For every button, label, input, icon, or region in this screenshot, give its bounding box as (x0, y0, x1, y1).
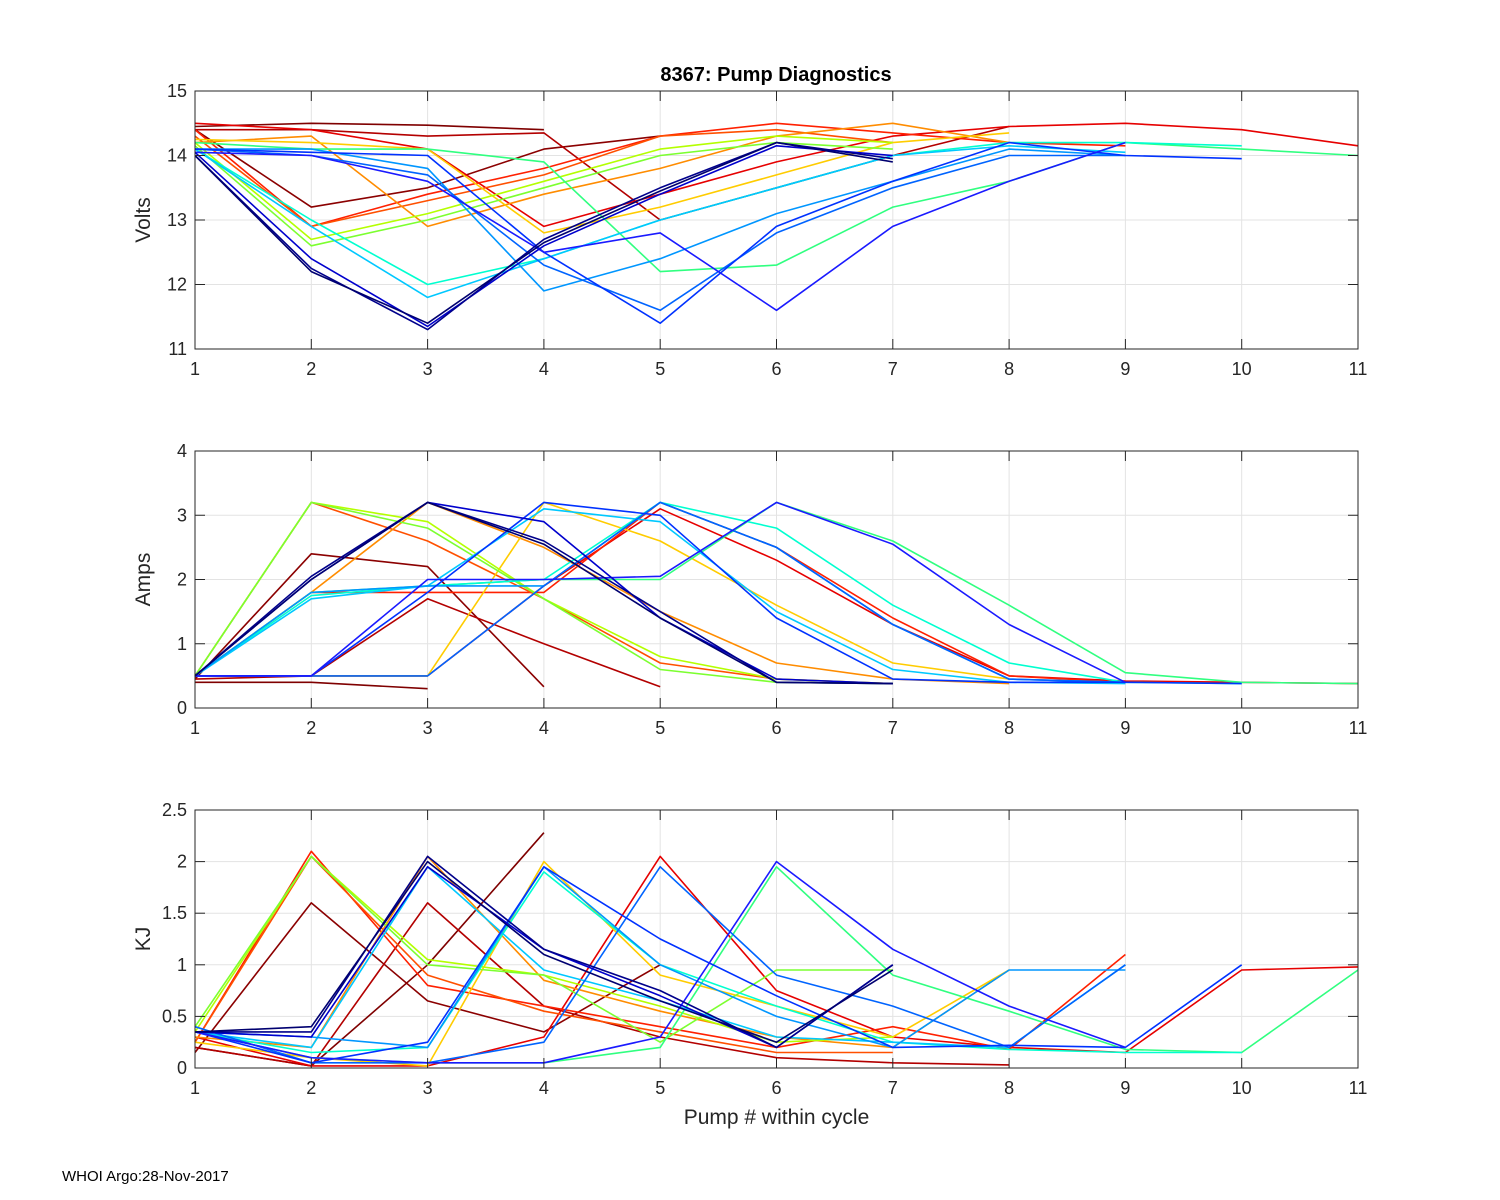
amps-series-line-cycle-17 (195, 501, 1126, 684)
kj-x-tick-label: 2 (306, 1078, 316, 1098)
kj-series-line-cycle-15 (194, 865, 1126, 1064)
kj-x-tick-label: 9 (1120, 1078, 1130, 1098)
kj-y-tick-label: 1 (177, 955, 187, 975)
amps-x-tick-label: 5 (655, 718, 665, 738)
amps-y-tick-label: 3 (177, 505, 187, 525)
volts-y-tick-label: 15 (167, 81, 187, 101)
footer-credit: WHOI Argo:28-Nov-2017 (62, 1168, 229, 1185)
volts-series-line-cycle-01 (194, 122, 544, 131)
kj-series-line-cycle-16 (194, 865, 1243, 1064)
kj-x-tick-label: 6 (771, 1078, 781, 1098)
amps-series-group (194, 501, 1359, 690)
kj-x-tick-label: 1 (190, 1078, 200, 1098)
kj-x-tick-label: 11 (1349, 1078, 1368, 1098)
volts-x-tick-label: 3 (423, 359, 433, 379)
kj-series-line-cycle-04 (194, 855, 1359, 1067)
amps-series-line-cycle-02 (194, 552, 545, 688)
volts-x-tick-label: 6 (771, 359, 781, 379)
kj-series-line-cycle-20 (194, 860, 894, 1043)
amps-y-axis-label: Amps (132, 553, 155, 607)
volts-y-tick-label: 12 (167, 275, 187, 295)
kj-axes: 1 2 3 4 5 6 7 8 9 10 11 0 0.5 1 1.5 2 2.5 KJ Pump # within… (132, 800, 1367, 1129)
figure-title: 8367: Pump Diagnostics (660, 64, 891, 86)
volts-x-tick-label: 1 (190, 359, 200, 379)
volts-series-line-cycle-07 (194, 122, 1010, 228)
amps-series-line-cycle-20 (194, 501, 893, 685)
amps-x-tick-label: 7 (888, 718, 898, 738)
volts-x-tick-label: 10 (1232, 359, 1252, 379)
volts-x-tick-label: 7 (888, 359, 898, 379)
amps-grid (194, 450, 1359, 709)
volts-series-line-cycle-14 (195, 148, 1126, 292)
volts-x-tick-label: 2 (306, 359, 316, 379)
kj-x-tick-label: 3 (423, 1078, 433, 1098)
volts-y-axis-label: Volts (132, 197, 155, 243)
amps-y-tick-label: 1 (177, 634, 187, 654)
amps-x-tick-label: 3 (423, 718, 433, 738)
volts-x-tick-label: 4 (539, 359, 549, 379)
amps-series-line-cycle-15 (195, 501, 1126, 684)
kj-y-tick-label: 1.5 (162, 903, 187, 923)
amps-y-tick-label: 4 (177, 441, 187, 461)
kj-x-tick-label: 8 (1004, 1078, 1014, 1098)
volts-x-tick-label: 5 (655, 359, 665, 379)
kj-series-line-cycle-19 (195, 855, 894, 1049)
amps-series-line-cycle-12 (194, 501, 1242, 685)
kj-series-line-cycle-02 (194, 902, 661, 1053)
amps-x-tick-label: 6 (771, 718, 781, 738)
kj-y-tick-label: 0 (177, 1058, 187, 1078)
amps-x-tick-label: 4 (539, 718, 549, 738)
kj-grid (194, 809, 1359, 1069)
volts-series-line-cycle-11 (194, 141, 1359, 273)
kj-series-line-cycle-12 (194, 871, 1242, 1054)
amps-series-line-cycle-08 (195, 501, 1010, 680)
amps-x-tick-label: 2 (306, 718, 316, 738)
amps-y-tick-label: 0 (177, 698, 187, 718)
volts-series-line-cycle-18 (194, 145, 893, 328)
kj-x-tick-label: 7 (888, 1078, 898, 1098)
kj-series-line-cycle-08 (194, 860, 1010, 1067)
kj-x-tick-label: 4 (539, 1078, 549, 1098)
kj-series-line-cycle-14 (194, 865, 1126, 1049)
volts-y-tick-label: 14 (167, 146, 187, 166)
volts-y-tick-label: 13 (167, 210, 187, 230)
volts-y-tick-label: 11 (168, 339, 187, 359)
volts-x-tick-label: 9 (1120, 359, 1130, 379)
amps-series-line-cycle-13 (194, 507, 1126, 685)
kj-x-axis-label: Pump # within cycle (684, 1106, 870, 1129)
kj-x-tick-label: 10 (1232, 1078, 1252, 1098)
amps-series-line-cycle-03 (194, 597, 661, 688)
volts-series-line-cycle-20 (194, 141, 893, 325)
kj-x-tick-label: 5 (655, 1078, 665, 1098)
amps-x-tick-label: 8 (1004, 718, 1014, 738)
kj-series-line-cycle-07 (194, 855, 1010, 1049)
amps-x-tick-label: 9 (1120, 718, 1130, 738)
amps-x-tick-label: 1 (190, 718, 200, 738)
volts-series-line-cycle-09 (194, 135, 893, 241)
volts-series-group (194, 122, 1359, 331)
amps-x-tick-label: 10 (1232, 718, 1252, 738)
kj-y-tick-label: 2 (177, 852, 187, 872)
volts-x-tick-label: 8 (1004, 359, 1014, 379)
amps-x-tick-label: 11 (1349, 718, 1368, 738)
amps-series-line-cycle-01 (195, 681, 428, 690)
volts-series-line-cycle-17 (194, 141, 1126, 312)
volts-x-tick-label: 11 (1349, 359, 1368, 379)
volts-series-line-cycle-16 (194, 141, 1242, 325)
kj-series-line-cycle-10 (194, 855, 893, 1043)
amps-y-tick-label: 2 (177, 570, 187, 590)
volts-series-line-cycle-13 (194, 145, 1126, 299)
volts-series-line-cycle-02 (194, 129, 661, 208)
kj-y-tick-label: 2.5 (162, 800, 187, 820)
kj-y-tick-label: 0.5 (162, 1006, 187, 1026)
amps-series-line-cycle-16 (195, 501, 1242, 685)
kj-series-line-cycle-17 (194, 860, 1126, 1064)
kj-y-axis-label: KJ (132, 927, 155, 952)
volts-series-line-cycle-15 (194, 148, 1126, 312)
volts-series-line-cycle-04 (194, 122, 1359, 228)
kj-series-group (194, 832, 1359, 1067)
